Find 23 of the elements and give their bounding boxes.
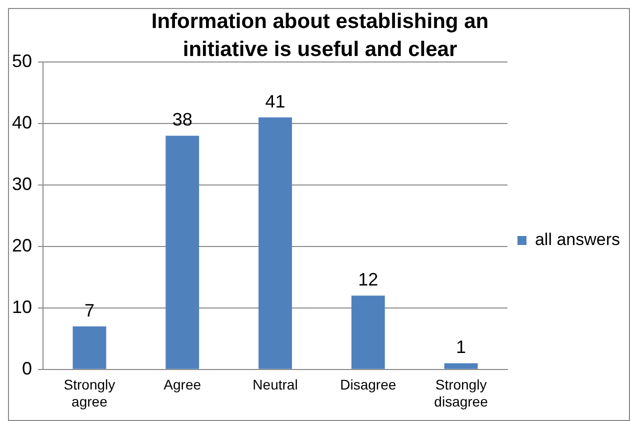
bar xyxy=(72,326,106,369)
y-tick-label: 10 xyxy=(12,296,32,317)
chart-title: Information about establishing an initiative is useful and clear xyxy=(150,9,490,63)
data-label: 12 xyxy=(358,270,378,290)
y-tick-label: 30 xyxy=(12,174,32,194)
x-tick-label: Strongly disagree xyxy=(434,376,488,410)
data-label: 38 xyxy=(172,110,192,130)
bar xyxy=(351,296,385,369)
data-label: 7 xyxy=(84,300,94,320)
y-tick-label: 50 xyxy=(12,50,32,71)
y-tick-label: 40 xyxy=(12,112,32,132)
bar xyxy=(166,136,200,369)
legend-label: all answers xyxy=(534,230,620,250)
data-label: 41 xyxy=(265,91,286,112)
x-tick-label: Neutral xyxy=(252,376,298,393)
x-tick-label: Strongly agree xyxy=(64,376,116,410)
x-tick-label: Agree xyxy=(164,376,202,393)
y-tick-label: 0 xyxy=(22,358,32,378)
bar xyxy=(444,363,478,369)
y-tick-label: 20 xyxy=(12,235,32,256)
data-label: 1 xyxy=(456,337,466,358)
bar xyxy=(258,117,292,369)
x-tick-label: Disagree xyxy=(340,376,396,393)
